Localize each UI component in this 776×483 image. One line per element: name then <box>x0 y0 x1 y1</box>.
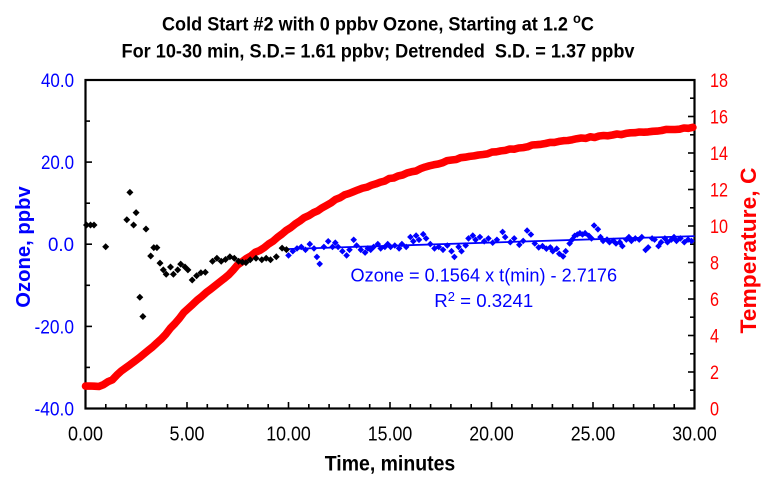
svg-text:12: 12 <box>710 181 728 202</box>
svg-text:-40.0: -40.0 <box>35 400 75 421</box>
svg-text:For 10-30 min, S.D.= 1.61 ppbv: For 10-30 min, S.D.= 1.61 ppbv; Detrende… <box>122 41 635 63</box>
svg-text:5.00: 5.00 <box>170 424 205 446</box>
svg-text:Time, minutes: Time, minutes <box>325 453 456 476</box>
svg-text:8: 8 <box>710 254 719 275</box>
svg-text:6: 6 <box>710 290 719 311</box>
svg-text:R2 = 0.3241: R2 = 0.3241 <box>434 290 533 311</box>
svg-text:Temperature, C: Temperature, C <box>736 167 761 333</box>
svg-text:10: 10 <box>710 217 728 238</box>
svg-text:18: 18 <box>710 71 728 92</box>
svg-text:Ozone, ppbv: Ozone, ppbv <box>13 185 35 307</box>
svg-text:2: 2 <box>710 363 719 384</box>
svg-text:20.00: 20.00 <box>469 424 514 446</box>
svg-text:10.00: 10.00 <box>266 424 311 446</box>
svg-text:14: 14 <box>710 144 728 165</box>
svg-text:30.00: 30.00 <box>672 424 717 446</box>
svg-text:20.0: 20.0 <box>41 153 74 174</box>
svg-text:0.0: 0.0 <box>48 235 74 256</box>
svg-text:4: 4 <box>710 327 719 348</box>
svg-text:25.00: 25.00 <box>571 424 616 446</box>
svg-text:Ozone = 0.1564 x t(min) - 2.71: Ozone = 0.1564 x t(min) - 2.7176 <box>351 266 618 286</box>
svg-text:16: 16 <box>710 108 728 129</box>
svg-text:Cold Start #2 with 0 ppbv Ozon: Cold Start #2 with 0 ppbv Ozone, Startin… <box>162 10 594 36</box>
svg-text:-20.0: -20.0 <box>35 317 75 338</box>
svg-text:0: 0 <box>710 400 719 421</box>
svg-text:40.0: 40.0 <box>41 71 74 92</box>
svg-text:0.00: 0.00 <box>68 424 103 446</box>
svg-text:15.00: 15.00 <box>368 424 413 446</box>
